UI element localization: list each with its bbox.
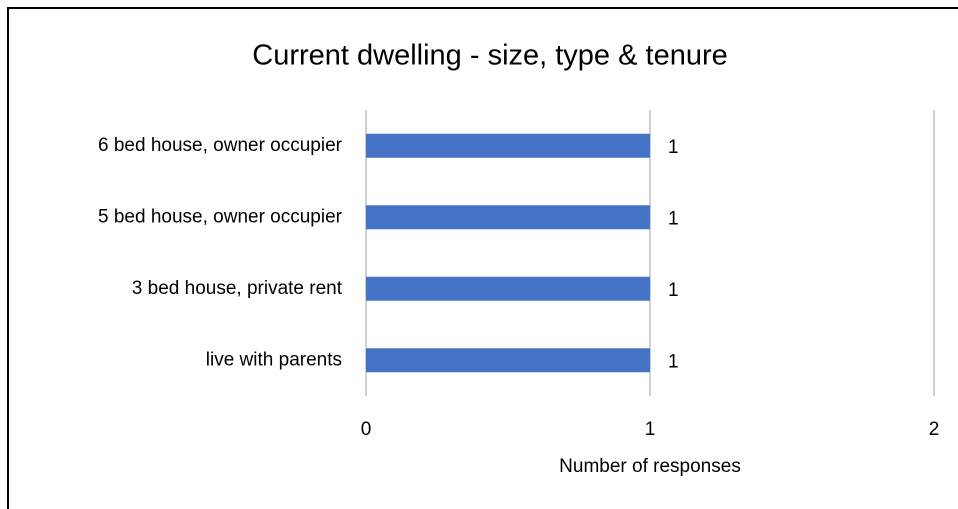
bar [366, 133, 650, 158]
x-tick-label: 1 [645, 419, 656, 440]
y-tick-label: 3 bed house, private rent [132, 278, 343, 299]
bar [366, 276, 650, 301]
y-tick-label: 5 bed house, owner occupier [98, 206, 343, 227]
data-label: 1 [668, 280, 679, 301]
y-tick-label: live with parents [206, 349, 342, 370]
x-axis-title: Number of responses [559, 456, 741, 477]
x-tick-label: 2 [929, 419, 940, 440]
y-tick-label: 6 bed house, owner occupier [98, 135, 343, 156]
chart-title: Current dwelling - size, type & tenure [252, 40, 728, 72]
data-label: 1 [668, 208, 679, 229]
x-tick-label: 0 [361, 419, 372, 440]
data-label: 1 [668, 137, 679, 158]
bar [366, 348, 650, 373]
bar [366, 205, 650, 230]
data-label: 1 [668, 351, 679, 372]
chart-border [7, 7, 958, 509]
